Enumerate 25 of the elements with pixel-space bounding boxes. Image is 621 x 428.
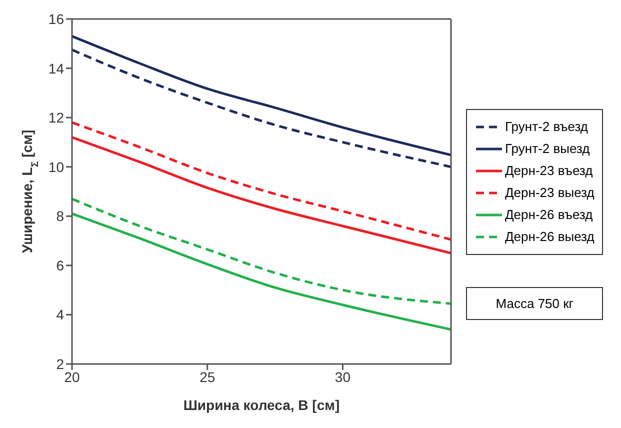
y-tick-label: 6 [56, 257, 64, 274]
y-tick-label: 16 [48, 10, 64, 27]
line-series [72, 212, 451, 331]
line-series [72, 48, 451, 168]
y-tick-label: 14 [48, 60, 64, 76]
y-tick-label: 4 [56, 306, 64, 323]
x-axis-title: Ширина колеса, B [см] [183, 397, 340, 413]
y-tick-label: 10 [48, 158, 64, 175]
legend-label: Грунт-2 въезд [505, 119, 588, 134]
x-tick-label: 30 [334, 368, 351, 385]
legend-label: Грунт-2 выезд [505, 141, 590, 156]
legend-label: Дерн-26 въезд [505, 207, 593, 222]
x-tick-label: 25 [200, 368, 216, 385]
line-series [72, 121, 451, 241]
text: Масса 750 кг [466, 286, 604, 320]
legend-label: Дерн-26 выезд [505, 229, 594, 244]
line-series [72, 198, 451, 305]
legend-label: Дерн-23 въезд [505, 163, 593, 178]
x-tick-label: 20 [64, 368, 80, 385]
y-tick-label: 8 [56, 208, 64, 224]
y-tick-label: 12 [48, 110, 64, 126]
y-tick-label: 2 [56, 356, 64, 372]
line-series [72, 35, 451, 156]
legend-label: Дерн-23 выезд [505, 185, 594, 200]
line-series [72, 136, 451, 254]
